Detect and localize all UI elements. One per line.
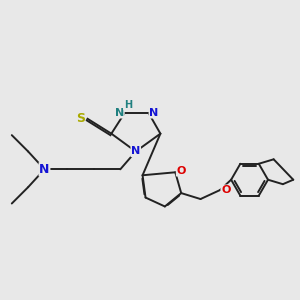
Text: N: N [115,108,124,118]
Text: H: H [124,100,132,110]
Text: N: N [131,146,140,157]
Text: O: O [221,185,230,195]
Text: S: S [76,112,85,125]
Text: N: N [149,108,158,118]
Text: O: O [176,166,186,176]
Text: N: N [39,163,50,176]
